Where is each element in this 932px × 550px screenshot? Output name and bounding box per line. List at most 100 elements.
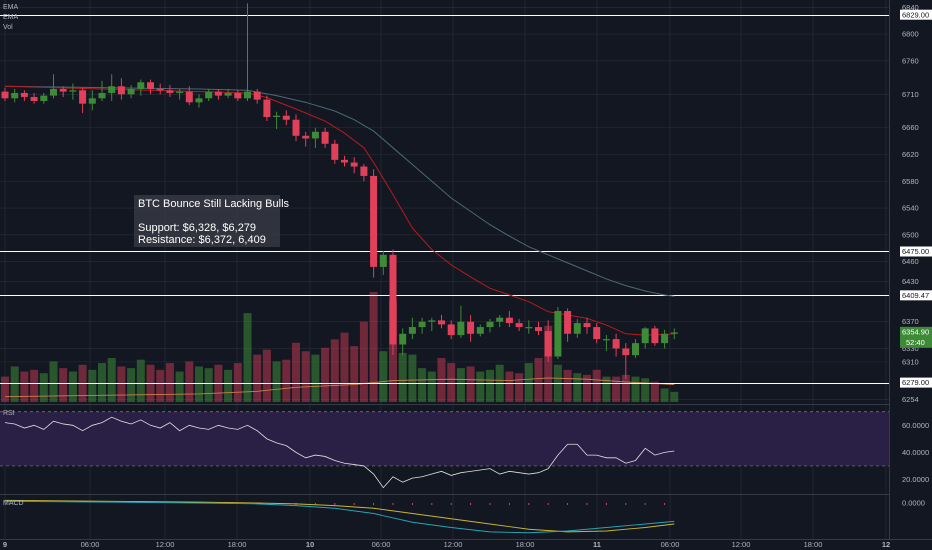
- candle-body: [137, 82, 145, 89]
- current-price-tag: [900, 326, 932, 348]
- volume-bar: [311, 354, 320, 402]
- volume-bar: [631, 376, 640, 402]
- candle-body: [418, 321, 426, 328]
- volume-bar: [301, 351, 310, 402]
- candle-body: [593, 327, 601, 340]
- volume-bar: [670, 391, 679, 402]
- candle-body: [88, 98, 96, 104]
- annotation-title: BTC Bounce Still Lacking Bulls: [138, 198, 290, 210]
- rsi-panel: [0, 411, 889, 489]
- macd-signal-line: [4, 499, 675, 533]
- ema-lines: [4, 85, 675, 336]
- candle-body: [253, 91, 261, 100]
- time-tick-label: 12:00: [156, 540, 175, 549]
- rsi-label[interactable]: RSI: [3, 410, 15, 417]
- volume-bar: [563, 369, 572, 402]
- volume-bar: [418, 368, 427, 402]
- candle-body: [185, 91, 193, 103]
- candle-body: [496, 317, 504, 322]
- price-tick-label: 6500: [902, 230, 919, 239]
- candle-body: [379, 254, 387, 267]
- candle-body: [20, 92, 28, 97]
- candle-body: [602, 339, 610, 341]
- volume-bar: [592, 369, 601, 402]
- candle-body: [205, 91, 213, 99]
- candle-body: [69, 90, 77, 92]
- volume-bar: [447, 363, 456, 402]
- candle-body: [156, 88, 164, 91]
- candle-body: [428, 320, 436, 322]
- volume-bar: [195, 366, 203, 402]
- candle-body: [525, 327, 533, 329]
- price-tick-label: 6540: [902, 204, 919, 213]
- candle-body: [535, 327, 542, 332]
- price-tick-label: 6460: [902, 257, 919, 266]
- price-tick-label: 6330: [902, 344, 919, 353]
- volume-bar: [224, 369, 233, 402]
- price-tick-label: 6760: [902, 56, 919, 65]
- annotation-resistance: Resistance: $6,372, 6,409: [138, 234, 266, 246]
- time-tick-label: 18:00: [228, 540, 247, 549]
- candle-body: [1, 91, 9, 99]
- candle-body: [399, 333, 407, 345]
- candle-body: [117, 86, 125, 95]
- candle-body: [438, 320, 445, 325]
- price-tick-label: 6800: [902, 30, 919, 39]
- rsi-line: [4, 416, 675, 489]
- volume-bar: [127, 368, 136, 402]
- candle-body: [40, 95, 48, 101]
- candle-body: [224, 92, 232, 96]
- volume-bar: [612, 376, 621, 402]
- volume-bar: [427, 371, 436, 402]
- volume-bar: [650, 381, 659, 402]
- candle-body: [263, 99, 271, 118]
- ema-slow-label[interactable]: EMA: [3, 14, 19, 21]
- candle-body: [641, 328, 649, 344]
- macd-line: [4, 500, 675, 534]
- candle-body: [632, 343, 639, 356]
- volume-bar: [398, 352, 407, 402]
- volume-bar: [486, 369, 494, 402]
- volume-bar: [39, 373, 48, 402]
- candle-body: [166, 90, 174, 93]
- candle-body: [612, 339, 620, 349]
- price-tick-label: 6710: [902, 90, 919, 99]
- candle-body: [622, 348, 630, 356]
- volume-label[interactable]: Vol: [3, 24, 13, 31]
- level-price-tag: [900, 9, 932, 20]
- candle-body: [360, 166, 368, 176]
- volume-bar: [437, 358, 446, 402]
- time-tick-label: 12:00: [444, 540, 463, 549]
- volume-bar: [1, 376, 9, 402]
- current-price-text: 6354.90: [902, 327, 929, 336]
- macd-label[interactable]: MACD: [3, 500, 24, 507]
- macd-tick-label: 0.0000: [902, 499, 925, 508]
- price-tick-label: 6660: [902, 123, 919, 132]
- rsi-tick-label: 20.0000: [902, 475, 929, 484]
- price-tags: 6829.00 6475.00 6409.47 6279.00 6354.90 52:40: [900, 9, 932, 388]
- candle-body: [273, 115, 281, 118]
- volume-bar: [262, 349, 271, 402]
- ema-fast-label[interactable]: EMA: [3, 4, 19, 11]
- volume-bar: [156, 369, 165, 402]
- horizontal-levels: [0, 15, 889, 384]
- price-tick-label: 6370: [902, 317, 919, 326]
- annotation-box[interactable]: BTC Bounce Still Lacking Bulls Support: …: [134, 195, 290, 247]
- volume-bar: [233, 363, 242, 402]
- time-tick-label: 12: [882, 540, 890, 549]
- volume-bar: [515, 373, 524, 402]
- time-tick-label: 9: [3, 540, 7, 549]
- candle-body: [302, 135, 310, 139]
- volume-bar: [476, 371, 485, 402]
- volume-bar: [136, 359, 145, 402]
- volume-bar: [379, 351, 388, 402]
- volume-bar: [204, 368, 213, 402]
- volume-bar: [340, 332, 349, 402]
- volume-bar: [602, 376, 611, 402]
- candle-body: [214, 91, 222, 96]
- time-tick-label: 12:00: [732, 540, 751, 549]
- candle-body: [564, 311, 572, 334]
- volume-bar: [10, 366, 19, 402]
- volume-bar: [68, 371, 77, 402]
